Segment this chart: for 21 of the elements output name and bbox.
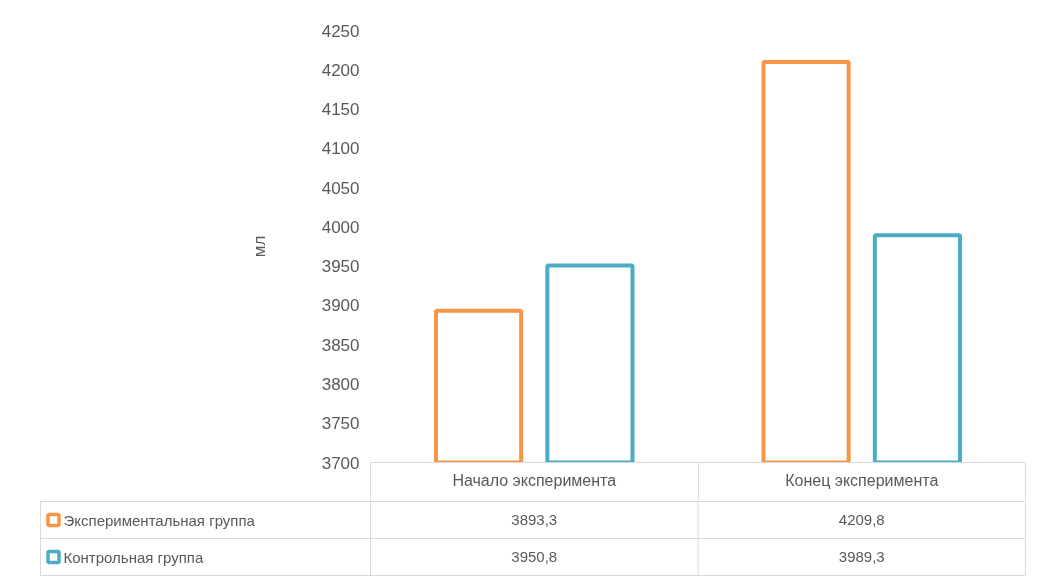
data-label: 3989,3	[838, 548, 885, 565]
y-tick-label: 3950	[321, 257, 360, 277]
y-tick-label: 3850	[321, 335, 360, 355]
y-tick-label: 3700	[321, 453, 360, 473]
y-tick-label: 3800	[321, 374, 360, 394]
data-label: 3950,8	[511, 548, 558, 565]
y-tick-label: 4200	[321, 60, 360, 80]
y-tick-label: 4100	[321, 139, 360, 159]
y-tick-label: 3750	[321, 414, 360, 434]
data-label: 4209,8	[838, 511, 885, 528]
y-tick-label: 3900	[321, 296, 360, 316]
y-tick-label: 4050	[321, 178, 360, 198]
legend-label: Контрольная группа	[63, 548, 204, 566]
legend-label: Экспериментальная группа	[63, 511, 256, 529]
y-axis-title: мл	[249, 235, 269, 258]
y-tick-label: 4000	[321, 217, 360, 237]
y-tick-label: 4250	[321, 21, 360, 41]
y-tick-label: 4150	[321, 100, 360, 120]
x-tick-label: Начало эксперимента	[452, 471, 617, 489]
x-tick-label: Конец эксперимента	[785, 471, 939, 489]
data-label: 3893,3	[511, 511, 558, 528]
